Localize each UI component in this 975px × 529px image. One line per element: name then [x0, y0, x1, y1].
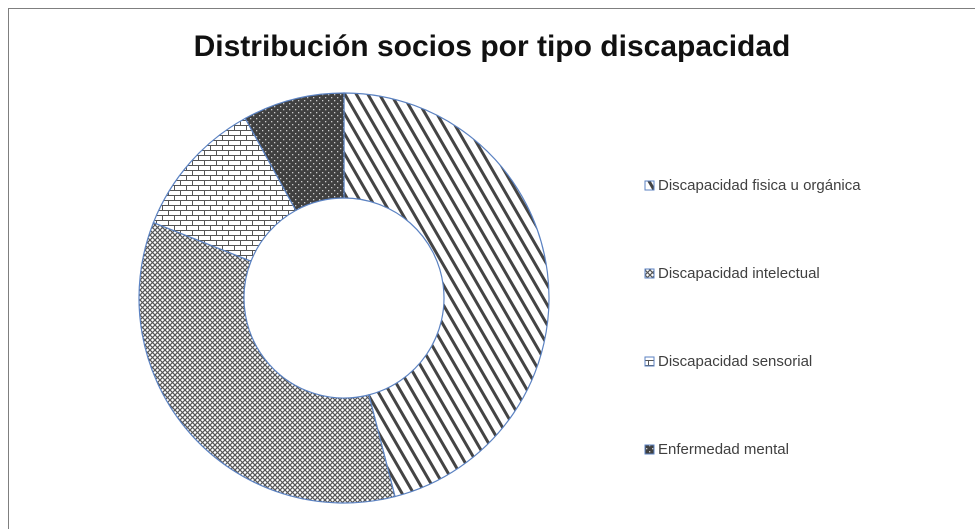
legend-label: Discapacidad fisica u orgánica: [658, 177, 861, 194]
legend-swatch: [644, 268, 655, 279]
donut-segment: [138, 221, 396, 504]
legend-swatch: [644, 356, 655, 367]
legend-swatch: [644, 180, 655, 191]
legend-label: Discapacidad sensorial: [658, 353, 812, 370]
chart-title: Distribución socios por tipo discapacida…: [194, 30, 791, 63]
legend-swatch: [644, 444, 655, 455]
legend-label: Discapacidad intelectual: [658, 265, 820, 282]
donut-segment: [343, 92, 550, 498]
donut-segment: [244, 92, 345, 212]
legend-label: Enfermedad mental: [658, 441, 789, 458]
